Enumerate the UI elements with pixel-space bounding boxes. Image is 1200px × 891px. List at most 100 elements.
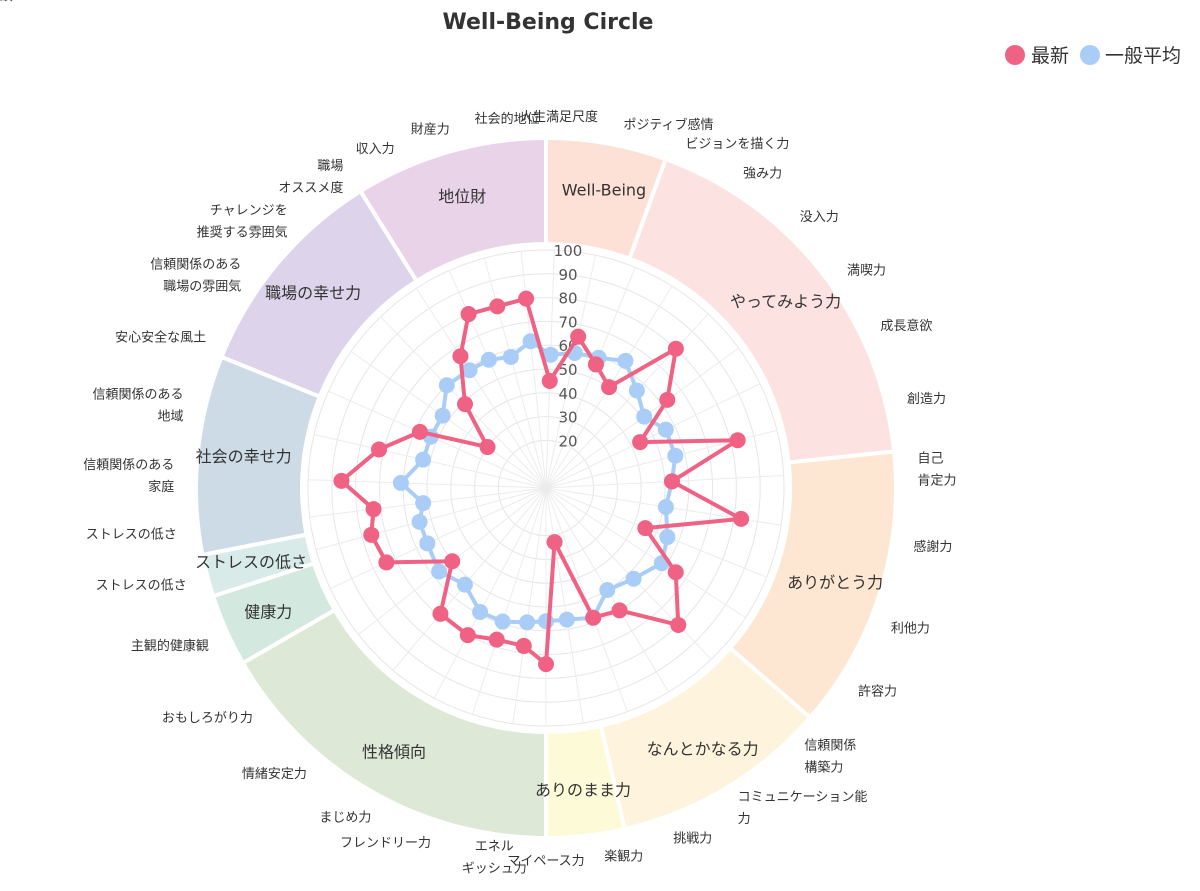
grid-spoke [471,487,547,715]
data-point-latest-18[interactable] [488,631,505,648]
metric-label-27: 安心安全な風土 [115,330,206,346]
metric-label-18: フレンドリー力 [340,836,431,851]
data-point-latest-6[interactable] [632,434,649,451]
data-point-average-0[interactable] [542,346,559,363]
data-point-average-20[interactable] [456,576,473,593]
data-point-average-18[interactable] [494,613,511,630]
data-point-average-12[interactable] [625,570,642,587]
data-point-latest-1[interactable] [570,328,587,345]
data-point-average-24[interactable] [415,495,432,512]
data-point-latest-32[interactable] [489,298,506,315]
data-point-latest-15[interactable] [546,534,563,551]
data-point-latest-22[interactable] [378,554,395,571]
metric-label-0: 人生満足尺度 [520,109,598,125]
data-point-latest-7[interactable] [729,432,746,449]
data-point-average-10[interactable] [659,529,676,546]
r-tick-label: 50 [558,361,577,379]
grid-spoke [545,487,746,619]
data-point-latest-27[interactable] [411,423,428,440]
grid-spoke [520,251,547,489]
data-point-latest-8[interactable] [663,473,680,490]
metric-label-9: 感謝力 [913,539,952,555]
legend-label-average: 一般平均 [1105,45,1181,67]
data-point-average-26[interactable] [415,451,432,468]
metric-label-8: 自己肯定力 [917,452,956,489]
data-point-latest-20[interactable] [432,605,449,622]
data-point-average-15[interactable] [558,611,575,628]
grid-spoke [545,487,767,578]
data-point-latest-11[interactable] [667,564,684,581]
data-point-average-28[interactable] [434,407,451,424]
data-point-average-32[interactable] [502,348,519,365]
data-point-latest-12[interactable] [670,616,687,633]
data-point-latest-31[interactable] [460,306,477,323]
r-tick-label: 20 [558,432,577,450]
data-point-average-13[interactable] [599,582,616,599]
data-point-latest-14[interactable] [585,609,602,626]
data-point-latest-23[interactable] [363,526,380,543]
r-tick-label: 30 [558,409,577,427]
data-point-latest-4[interactable] [667,340,684,357]
data-point-average-17[interactable] [519,614,536,631]
data-point-average-30[interactable] [461,362,478,379]
data-point-average-16[interactable] [538,613,554,630]
metric-label-26: 信頼関係のある地域 [93,387,184,424]
radar-series [333,290,750,673]
data-point-latest-24[interactable] [365,501,382,518]
r-tick-label: 80 [558,290,577,308]
grid-spoke [315,487,547,551]
data-point-latest-13[interactable] [611,602,628,619]
data-point-average-5[interactable] [636,408,653,425]
metric-label-24: ストレスの低さ [86,527,177,542]
data-point-latest-26[interactable] [371,441,388,458]
data-point-latest-2[interactable] [587,356,604,373]
metric-label-17: エネルギッシュ力 [462,839,527,876]
grid-spoke [483,257,547,489]
data-point-latest-25[interactable] [333,472,350,489]
data-point-latest-29[interactable] [456,396,473,413]
data-point-latest-17[interactable] [515,637,532,654]
data-point-average-22[interactable] [419,535,436,552]
legend-label-latest: 最新 [1031,45,1069,67]
legend: 最新 一般平均 [1005,45,1181,67]
data-point-average-33[interactable] [522,333,539,350]
data-point-latest-33[interactable] [518,290,535,307]
data-point-latest-9[interactable] [733,510,750,527]
grid-spoke [545,250,555,489]
metric-label-1: ポジティブ感情 [623,117,713,133]
category-label-arigatou: ありがとう力 [787,573,883,592]
legend-item-average[interactable]: 一般平均 [1080,45,1181,67]
data-point-average-25[interactable] [392,474,409,491]
data-point-average-29[interactable] [438,377,455,394]
data-point-average-9[interactable] [657,498,674,515]
grid-spoke [545,487,628,712]
metric-label-30: 職場オススメ度 [278,159,343,196]
data-point-latest-3[interactable] [601,379,618,396]
data-point-average-7[interactable] [667,447,684,464]
data-point-average-21[interactable] [431,563,448,580]
metric-label-21: おもしろがり力 [162,711,253,726]
data-point-average-31[interactable] [480,351,497,368]
data-point-latest-30[interactable] [452,348,469,365]
data-point-average-4[interactable] [628,382,645,399]
data-point-latest-19[interactable] [459,627,476,644]
data-point-average-19[interactable] [472,603,489,620]
grid-spoke [545,383,761,489]
data-point-latest-28[interactable] [479,439,496,456]
legend-item-latest[interactable]: 最新 [1005,45,1069,67]
grid-spoke [330,487,547,590]
category-label-shokuba: 職場の幸せ力 [265,284,361,303]
data-point-latest-5[interactable] [659,391,676,408]
category-ring [194,135,898,841]
data-point-latest-10[interactable] [637,520,654,537]
data-point-average-6[interactable] [657,421,674,438]
data-point-average-3[interactable] [617,352,634,369]
data-point-latest-0[interactable] [541,372,558,389]
data-point-average-23[interactable] [411,513,428,530]
category-label-nantoka-naru: なんとかなる力 [647,740,759,759]
data-point-latest-16[interactable] [538,656,554,673]
legend-marker-latest [1005,45,1025,65]
metric-label-14: 挑戦力 [673,832,712,847]
data-point-latest-21[interactable] [444,553,461,570]
